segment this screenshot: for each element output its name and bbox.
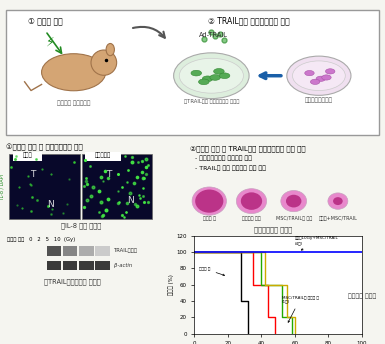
FancyBboxPatch shape xyxy=(79,261,94,270)
Text: 대조군: 대조군 xyxy=(22,153,32,159)
Text: 〈IL-8 발현 증가〉: 〈IL-8 발현 증가〉 xyxy=(60,222,101,229)
Ellipse shape xyxy=(195,190,223,213)
Text: MSC/TRAIL만 치료: MSC/TRAIL만 치료 xyxy=(276,216,312,222)
FancyBboxPatch shape xyxy=(79,246,94,256)
Text: T: T xyxy=(106,170,112,179)
Ellipse shape xyxy=(42,54,106,91)
Ellipse shape xyxy=(199,79,209,85)
Text: T: T xyxy=(30,170,35,179)
Text: 방사선한 조사: 방사선한 조사 xyxy=(242,216,261,222)
Text: Ad-TRAIL: Ad-TRAIL xyxy=(199,32,228,38)
Ellipse shape xyxy=(305,71,314,76)
Ellipse shape xyxy=(322,75,331,80)
Text: IL-8 / DAPI: IL-8 / DAPI xyxy=(0,174,5,199)
Ellipse shape xyxy=(179,58,243,93)
Text: 뇌종양 제: 뇌종양 제 xyxy=(203,216,216,222)
Text: ① 방사선 조사: ① 방사선 조사 xyxy=(28,17,63,25)
Text: 〈간엽줄기세포〉: 〈간엽줄기세포〉 xyxy=(305,98,333,103)
Y-axis label: 생존율 (%): 생존율 (%) xyxy=(168,274,174,295)
Text: 방사선 용량   0   2   5   10  (Gy): 방사선 용량 0 2 5 10 (Gy) xyxy=(7,237,76,242)
Ellipse shape xyxy=(310,79,320,84)
Text: TRAIL수용체: TRAIL수용체 xyxy=(114,248,138,254)
FancyBboxPatch shape xyxy=(13,152,42,161)
Ellipse shape xyxy=(192,187,226,215)
Text: 방사선+MSC/TRAIL: 방사선+MSC/TRAIL xyxy=(318,216,357,222)
FancyBboxPatch shape xyxy=(47,246,61,256)
Text: N: N xyxy=(47,200,54,209)
Text: 방사선10Gy+MSC/TRAIL
(4회): 방사선10Gy+MSC/TRAIL (4회) xyxy=(295,236,339,250)
Text: 〈종양크기의 감소〉: 〈종양크기의 감소〉 xyxy=(254,226,292,233)
FancyBboxPatch shape xyxy=(63,261,77,270)
Text: ①방사선 조사 후 뇌종양세포의 변화: ①방사선 조사 후 뇌종양세포의 변화 xyxy=(6,143,82,151)
Text: ⚡: ⚡ xyxy=(45,35,54,48)
Ellipse shape xyxy=(210,75,221,80)
FancyBboxPatch shape xyxy=(9,154,80,219)
Ellipse shape xyxy=(106,43,114,56)
Ellipse shape xyxy=(174,53,249,99)
Ellipse shape xyxy=(191,70,202,76)
Text: - 간엽줄기세포의 이동능력 증가: - 간엽줄기세포의 이동능력 증가 xyxy=(194,155,251,161)
Ellipse shape xyxy=(287,56,351,95)
Text: β-actin: β-actin xyxy=(114,263,132,268)
Ellipse shape xyxy=(286,195,301,207)
FancyBboxPatch shape xyxy=(82,154,152,219)
FancyBboxPatch shape xyxy=(85,152,121,161)
Text: 〈TRAIL수용체발현 증가〉: 〈TRAIL수용체발현 증가〉 xyxy=(44,278,101,285)
Ellipse shape xyxy=(316,76,325,82)
FancyBboxPatch shape xyxy=(95,246,110,256)
Text: ② TRAIL분비 간엽줄기세포 이식: ② TRAIL분비 간엽줄기세포 이식 xyxy=(208,17,290,25)
Ellipse shape xyxy=(333,197,343,205)
FancyBboxPatch shape xyxy=(6,10,378,136)
FancyBboxPatch shape xyxy=(95,261,110,270)
Ellipse shape xyxy=(236,189,266,214)
Ellipse shape xyxy=(214,68,224,74)
Text: 방사선조사: 방사선조사 xyxy=(95,153,112,159)
Ellipse shape xyxy=(91,50,117,75)
Ellipse shape xyxy=(241,192,262,210)
Text: MSC/TRAIL만 치료한 후
(1회): MSC/TRAIL만 치료한 후 (1회) xyxy=(281,295,318,322)
Text: N: N xyxy=(127,196,134,205)
Text: - TRAIL에 의한 세포사멸 능력 증가: - TRAIL에 의한 세포사멸 능력 증가 xyxy=(194,165,266,171)
Ellipse shape xyxy=(219,73,230,78)
FancyBboxPatch shape xyxy=(63,246,77,256)
Text: 〈생존률 증가〉: 〈생존률 증가〉 xyxy=(348,293,376,299)
Text: ②방사선 치료 후 TRAIL분비 간엽줄기세포 이식 효과: ②방사선 치료 후 TRAIL분비 간엽줄기세포 이식 효과 xyxy=(190,146,305,152)
Ellipse shape xyxy=(293,61,345,90)
Text: 뇌종양 제: 뇌종양 제 xyxy=(199,267,224,276)
Ellipse shape xyxy=(281,191,306,212)
Ellipse shape xyxy=(202,76,213,82)
Ellipse shape xyxy=(328,193,348,209)
FancyBboxPatch shape xyxy=(47,261,61,270)
Text: 〈뇌종양 동물모델〉: 〈뇌종양 동물모델〉 xyxy=(57,101,90,106)
Text: 〈TRAIL분비 간엽줄기세포 제조〉: 〈TRAIL분비 간엽줄기세포 제조〉 xyxy=(184,99,239,104)
Ellipse shape xyxy=(325,69,335,74)
